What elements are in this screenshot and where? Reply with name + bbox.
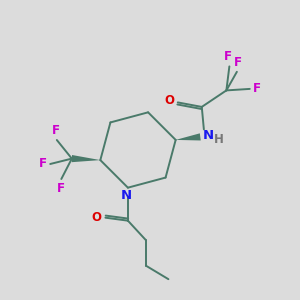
Polygon shape xyxy=(72,155,100,162)
Text: N: N xyxy=(121,189,132,202)
Text: F: F xyxy=(39,158,46,170)
Text: F: F xyxy=(57,182,65,195)
Text: N: N xyxy=(203,129,214,142)
Text: F: F xyxy=(234,56,242,69)
Text: F: F xyxy=(52,124,60,137)
Text: O: O xyxy=(164,94,174,107)
Text: F: F xyxy=(254,82,261,95)
Polygon shape xyxy=(176,133,201,140)
Text: H: H xyxy=(214,133,224,146)
Text: O: O xyxy=(92,211,102,224)
Text: F: F xyxy=(224,50,232,63)
